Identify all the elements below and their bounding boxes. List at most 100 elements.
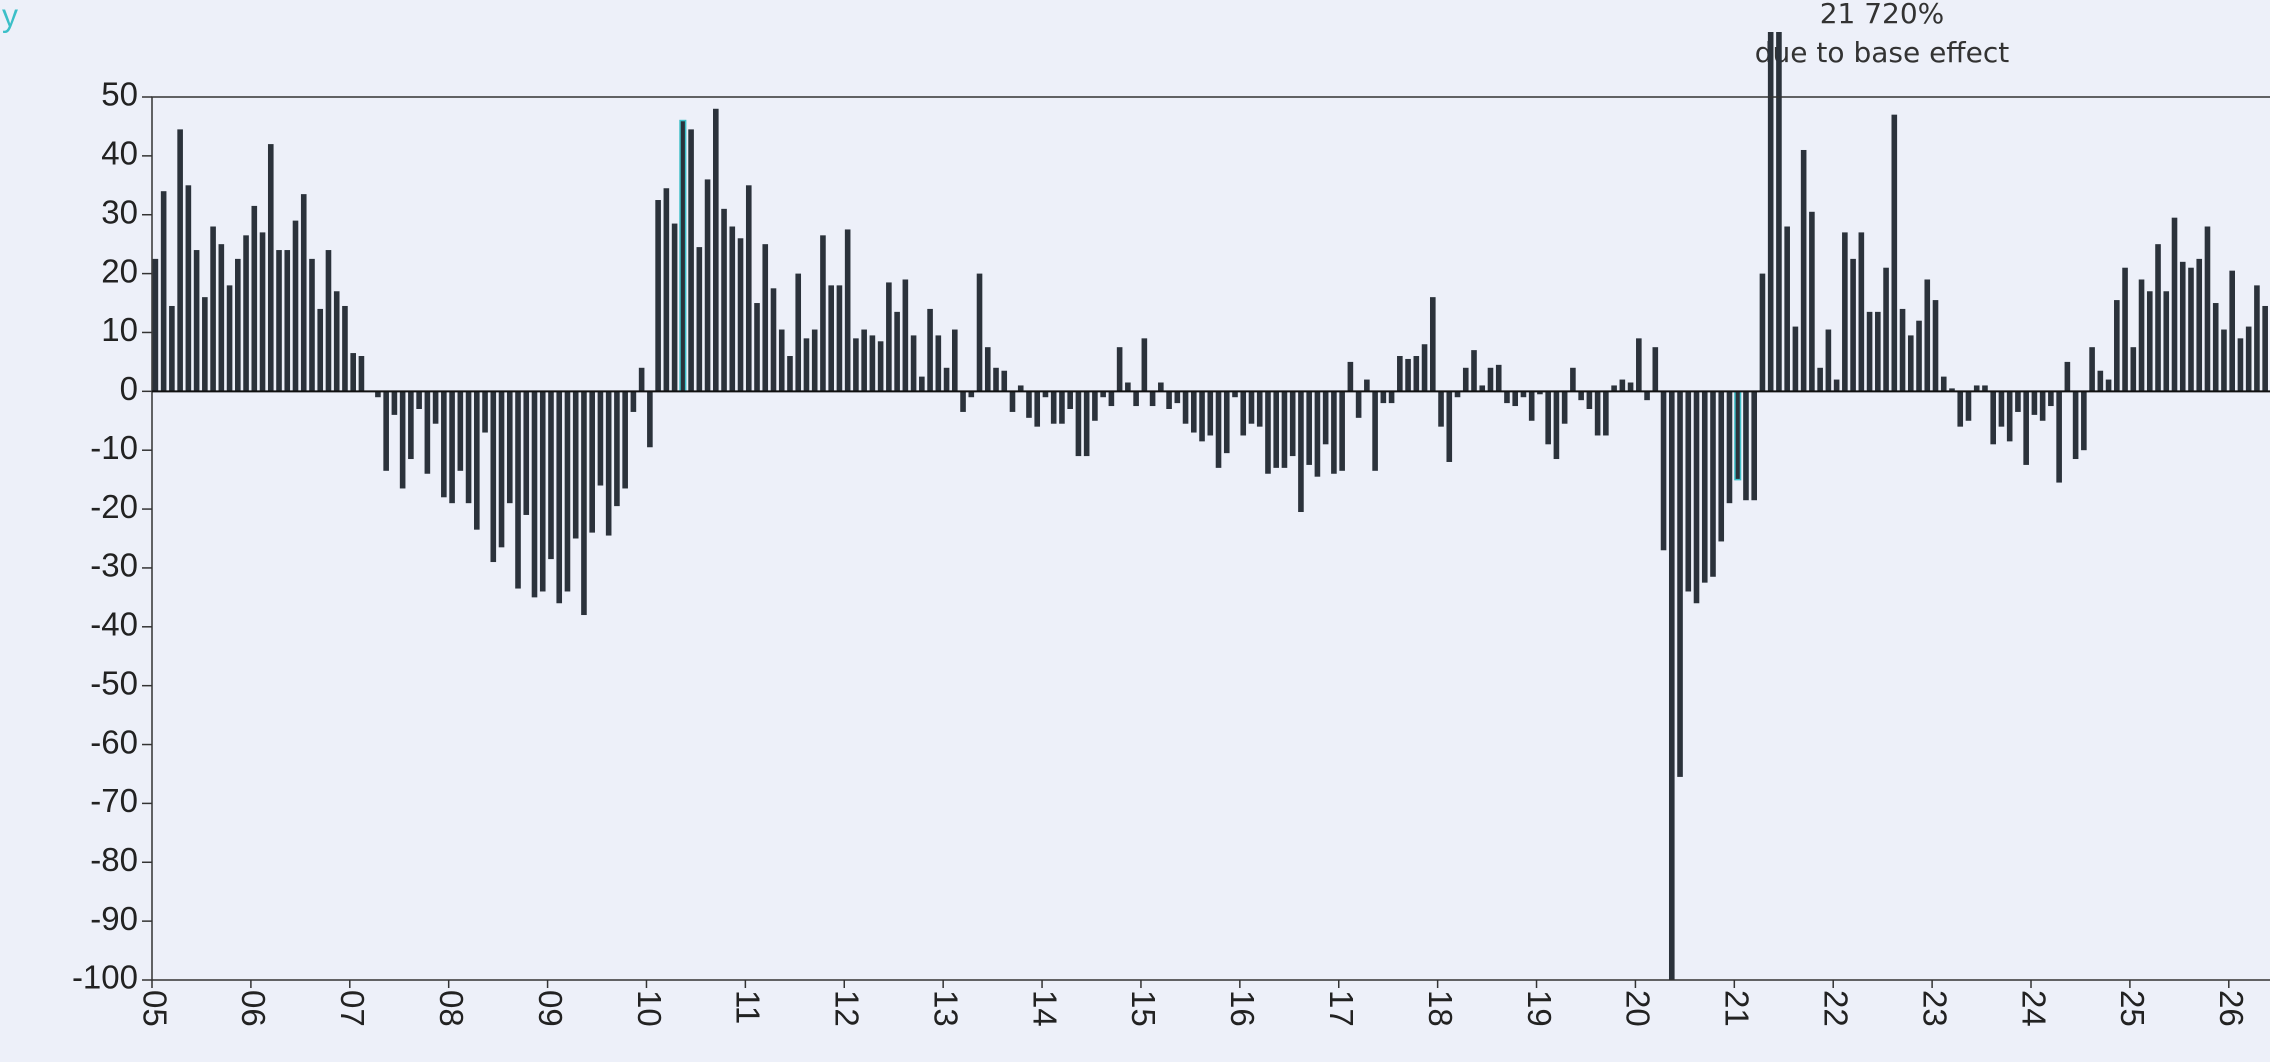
bar — [820, 235, 826, 392]
bar — [943, 367, 950, 392]
x-tick-label: 08 — [433, 990, 470, 1027]
bar — [2081, 391, 2087, 451]
bar — [828, 285, 834, 392]
x-tick-label: 06 — [235, 990, 272, 1027]
bar — [1586, 391, 1593, 409]
bar — [1998, 391, 2005, 427]
bar — [811, 329, 818, 392]
bar — [1009, 391, 1016, 412]
bar — [515, 391, 521, 589]
bar — [1067, 391, 1073, 409]
bar — [2196, 258, 2203, 392]
bar — [342, 305, 348, 392]
bar — [1364, 379, 1370, 392]
bar — [1174, 391, 1181, 404]
bar — [292, 220, 299, 392]
bar — [1314, 391, 1321, 477]
bar — [1767, 32, 1774, 392]
bar — [1578, 391, 1584, 401]
bar — [300, 194, 307, 392]
bar — [2229, 270, 2235, 392]
bar — [2039, 391, 2046, 421]
bar — [663, 188, 670, 392]
bar — [457, 391, 464, 471]
bar — [1734, 390, 1742, 481]
bar — [1668, 391, 1675, 980]
bar — [1479, 385, 1486, 392]
bar — [1858, 232, 1865, 392]
bar — [399, 391, 406, 489]
bar — [1108, 391, 1115, 407]
bar — [993, 367, 999, 392]
bar — [1701, 391, 1708, 583]
bar — [1158, 382, 1164, 392]
y-tick-label: -10 — [90, 429, 138, 466]
bar — [1973, 385, 1980, 392]
bar — [1462, 367, 1469, 392]
bar — [2006, 391, 2013, 442]
bar — [745, 185, 752, 392]
bar — [185, 185, 192, 392]
bar — [1339, 391, 1345, 471]
bar — [1809, 211, 1815, 392]
y-tick-label: -50 — [90, 664, 138, 701]
bar — [1075, 391, 1082, 457]
bar — [490, 391, 497, 563]
bar — [737, 238, 744, 392]
bar — [1182, 391, 1189, 424]
bar — [2023, 391, 2029, 465]
bar — [778, 329, 785, 392]
bar — [1718, 391, 1725, 542]
bar — [1413, 356, 1420, 392]
bar — [696, 247, 703, 392]
bar — [1281, 391, 1288, 468]
bar — [465, 391, 472, 504]
bar — [1207, 391, 1214, 436]
x-tick-label: 24 — [2015, 990, 2052, 1027]
x-tick-label: 23 — [1916, 990, 1953, 1027]
y-tick-label: -100 — [72, 959, 138, 996]
bar — [1141, 338, 1148, 392]
annotation: 21 720% — [1820, 0, 1945, 30]
x-tick-label: 22 — [1817, 990, 1854, 1027]
bar — [2204, 226, 2211, 392]
x-tick-label: 07 — [334, 990, 371, 1027]
bar — [350, 353, 356, 392]
bar — [1429, 297, 1436, 392]
bar — [894, 311, 900, 392]
bar — [1627, 382, 1634, 392]
bar — [1331, 391, 1337, 474]
bar — [243, 235, 249, 392]
bar — [1199, 391, 1205, 442]
bar — [218, 244, 225, 392]
bar — [927, 308, 933, 392]
bar — [1899, 308, 1906, 392]
bar — [1965, 391, 1972, 421]
bar — [193, 250, 200, 392]
bar — [952, 329, 958, 392]
bar — [902, 279, 909, 392]
bar — [325, 250, 332, 392]
plot-frame — [151, 96, 2270, 981]
bar — [1611, 385, 1617, 392]
bar — [1166, 391, 1172, 409]
bar — [605, 391, 612, 536]
bar — [391, 391, 398, 415]
bar — [383, 391, 389, 471]
bar — [1570, 367, 1576, 392]
x-tick-label: 12 — [829, 990, 866, 1027]
bar — [1710, 391, 1716, 577]
bar — [1660, 391, 1667, 551]
bar — [1545, 391, 1551, 445]
bar — [2245, 326, 2252, 392]
bar — [1034, 391, 1041, 427]
bars — [152, 32, 2268, 980]
y-tick-label: -90 — [90, 900, 138, 937]
bar — [1537, 391, 1543, 395]
bar — [1495, 364, 1502, 392]
bar — [1322, 391, 1329, 445]
y-tick-label: 20 — [101, 252, 138, 289]
bar — [1957, 391, 1964, 427]
